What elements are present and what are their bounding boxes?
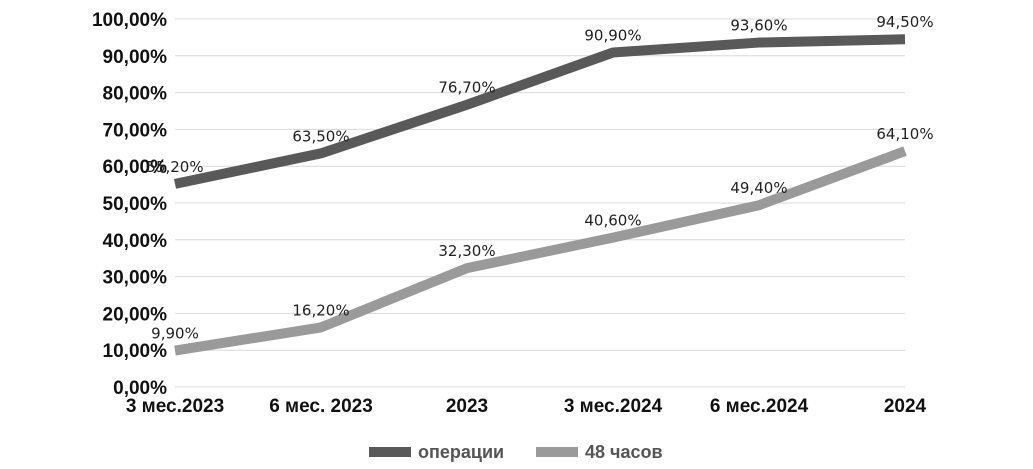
y-axis-ticks: 0,00% 10,00% 20,00% 30,00% 40,00% 50,00% 60,00… xyxy=(92,10,167,399)
x-tick-label: 2023 xyxy=(446,396,488,417)
legend-label: 48 часов xyxy=(585,442,663,462)
x-tick-label: 6 мес.2024 xyxy=(710,396,809,417)
data-label: 90,90% xyxy=(584,26,641,44)
data-label: 16,20% xyxy=(292,301,349,319)
y-tick-label: 100,00% xyxy=(92,10,167,31)
data-labels: 55,20% 63,50% 76,70% 90,90% 93,60% 94,50% 9,90… xyxy=(146,13,933,342)
data-label: 49,40% xyxy=(730,179,787,197)
y-tick-label: 70,00% xyxy=(103,120,168,141)
y-tick-label: 90,00% xyxy=(103,47,168,68)
data-label: 64,10% xyxy=(876,125,933,143)
y-tick-label: 20,00% xyxy=(103,304,168,325)
data-label: 76,70% xyxy=(438,79,495,97)
series-line-0 xyxy=(173,34,906,189)
y-tick-label: 30,00% xyxy=(103,268,168,289)
y-tick-label: 0,00% xyxy=(113,378,167,399)
legend: операции 48 часов xyxy=(369,442,663,462)
series-lines xyxy=(173,34,907,356)
y-tick-label: 10,00% xyxy=(103,341,168,362)
x-tick-label: 6 мес. 2023 xyxy=(269,396,373,417)
data-label: 32,30% xyxy=(438,242,495,260)
x-axis-ticks: 3 мес.2023 6 мес. 2023 2023 3 мес.2024 6 мес… xyxy=(126,396,927,417)
data-label: 93,60% xyxy=(730,17,787,35)
x-tick-label: 3 мес.2023 xyxy=(126,396,224,417)
x-tick-label: 3 мес.2024 xyxy=(564,396,663,417)
data-label: 9,90% xyxy=(151,325,199,343)
y-tick-label: 80,00% xyxy=(103,84,168,105)
y-tick-label: 50,00% xyxy=(103,194,168,215)
series-line-1 xyxy=(174,146,907,356)
x-tick-label: 2024 xyxy=(884,396,927,417)
gridlines xyxy=(175,18,905,388)
data-label: 40,60% xyxy=(584,212,641,230)
legend-label: операции xyxy=(418,442,504,462)
y-tick-label: 40,00% xyxy=(103,231,168,252)
data-label: 63,50% xyxy=(292,127,349,145)
data-label: 55,20% xyxy=(146,158,203,176)
y-tick-label: 60,00% xyxy=(103,157,168,178)
data-label: 94,50% xyxy=(876,13,933,31)
